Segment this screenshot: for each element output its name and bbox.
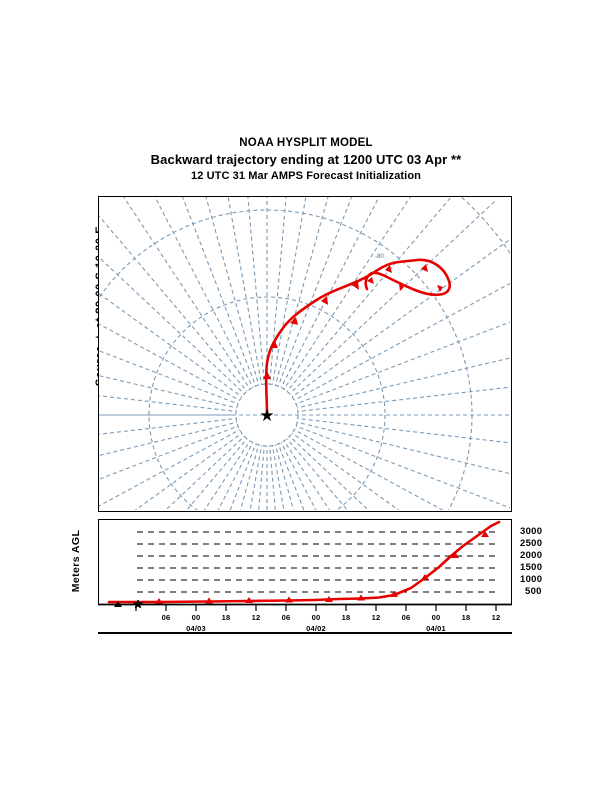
ytick-2000: 2000 — [520, 550, 543, 561]
tick-label-0: 06 — [161, 613, 171, 622]
tick-label-5: 00 — [311, 613, 321, 622]
map-trajectory-markers — [263, 264, 443, 379]
time-axis: 06 00 18 12 06 00 18 12 06 00 18 12 04/0… — [98, 605, 512, 635]
date-label-0: 04/03 — [186, 624, 206, 633]
meridian-lines — [99, 197, 510, 510]
title-line-1: NOAA HYSPLIT MODEL — [239, 137, 373, 149]
tick-label-10: 18 — [461, 613, 471, 622]
height-baseline-axis: ★ — [98, 600, 512, 608]
ytick-3000: 3000 — [520, 526, 543, 537]
latitude-label-minus80: -80 — [375, 254, 384, 260]
tick-label-11: 12 — [491, 613, 501, 622]
latitude-circles — [99, 197, 510, 510]
height-gridlines — [137, 531, 497, 593]
height-ytick-labels: 3000 2500 2000 1500 1000 500 — [516, 519, 586, 609]
ytick-500: 500 — [525, 586, 542, 597]
ytick-1000: 1000 — [520, 574, 543, 585]
tick-label-1: 00 — [191, 613, 201, 622]
title-line-3: 12 UTC 31 Mar AMPS Forecast Initializati… — [191, 170, 421, 182]
height-trajectory-markers — [155, 531, 489, 604]
tick-marks — [135, 605, 497, 611]
tick-label-3: 12 — [251, 613, 261, 622]
map-source-star-icon: ★ — [259, 406, 274, 426]
map-graticule: ★ — [99, 197, 510, 510]
time-axis-ticks — [135, 605, 497, 611]
tick-label-9: 00 — [431, 613, 441, 622]
ytick-2500: 2500 — [520, 538, 543, 549]
height-axis-label: Meters AGL — [70, 529, 82, 593]
title-block: NOAA HYSPLIT MODEL Backward trajectory e… — [0, 136, 612, 184]
map-trajectory-path — [264, 258, 452, 417]
height-panel — [98, 519, 512, 605]
tick-label-7: 12 — [371, 613, 381, 622]
map-panel: ★ -80 — [98, 196, 512, 512]
polar-map-svg: ★ — [99, 197, 510, 510]
date-label-1: 04/02 — [306, 624, 326, 633]
height-trajectory-path — [107, 520, 501, 604]
title-line-2: Backward trajectory ending at 1200 UTC 0… — [150, 152, 462, 167]
height-source-star-icon: ★ — [131, 600, 144, 608]
tick-label-2: 18 — [221, 613, 231, 622]
bottom-rule — [98, 632, 512, 634]
tick-label-6: 18 — [341, 613, 351, 622]
height-profile-svg — [107, 520, 501, 604]
ytick-1500: 1500 — [520, 562, 543, 573]
tick-label-4: 06 — [281, 613, 291, 622]
tick-label-8: 06 — [401, 613, 411, 622]
baseline-marker-left — [114, 601, 122, 607]
date-label-2: 04/01 — [426, 624, 446, 633]
